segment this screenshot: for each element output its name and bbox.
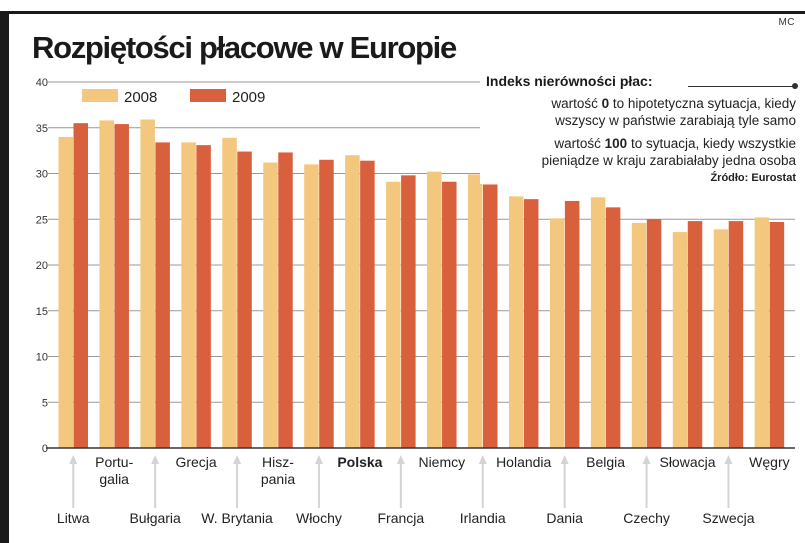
label-guide-arrow	[233, 455, 242, 464]
bar-2009-3	[196, 145, 211, 448]
y-tick-label: 40	[36, 77, 48, 89]
source-credit: Źródło: Eurostat	[710, 172, 796, 184]
x-tick-label: Szwecja	[702, 510, 754, 526]
y-tick-label: 35	[36, 123, 48, 135]
y-tick-label: 0	[42, 443, 48, 455]
bar-2008-4	[222, 137, 237, 448]
x-tick-label: Węgry	[749, 454, 789, 470]
bar-2009-12	[564, 200, 580, 448]
x-tick-label: Słowacja	[659, 454, 715, 470]
legend-swatch-2008	[82, 89, 118, 102]
bar-2009-17	[769, 221, 785, 448]
bar-2008-7	[345, 155, 360, 448]
y-tick-label: 5	[42, 397, 48, 409]
y-tick-label: 30	[36, 169, 48, 181]
x-tick-label: W. Brytania	[201, 510, 273, 526]
bar-2008-6	[304, 164, 319, 448]
bar-2008-10	[468, 174, 483, 449]
y-tick-label: 10	[36, 352, 48, 364]
x-tick-label: Francja	[378, 510, 425, 526]
y-tick-label: 25	[36, 214, 48, 226]
x-tick-label: Irlandia	[460, 510, 506, 526]
x-tick-label: Włochy	[296, 510, 342, 526]
note-line-hundred-a: wartość 100 to sytuacja, kiedy wszystkie	[480, 135, 796, 152]
frame-top-border	[0, 11, 805, 14]
bar-2009-1	[114, 124, 129, 448]
x-tick-label: Dania	[546, 510, 583, 526]
x-tick-label: Belgia	[586, 454, 625, 470]
chart-title: Rozpiętości płacowe w Europie	[32, 30, 457, 65]
x-tick-label: Czechy	[623, 510, 670, 526]
note-title-rule	[688, 86, 794, 87]
bar-2008-11	[508, 196, 524, 448]
bar-2009-11	[523, 199, 539, 448]
bar-2008-14	[631, 222, 647, 448]
x-tick-label: Bułgaria	[129, 510, 181, 526]
bar-2009-4	[237, 151, 252, 449]
y-tick-label: 15	[36, 306, 48, 318]
author-credit: MC	[778, 17, 795, 28]
bar-2008-9	[427, 171, 442, 449]
x-tick-label: Grecja	[175, 454, 216, 470]
label-guide-arrow	[560, 455, 569, 464]
note-line-zero-b: wszyscy w państwie zarabiają tyle samo	[555, 113, 796, 128]
bar-2009-14	[646, 219, 662, 448]
bar-2009-6	[319, 159, 334, 448]
note-block-zero: wartość 0 to hipotetyczna sytuacja, kied…	[480, 95, 796, 129]
bar-2008-3	[181, 142, 196, 448]
bar-2009-5	[278, 152, 293, 448]
bar-2009-2	[155, 142, 170, 448]
note-line-hundred-b: pieniądze w kraju zarabiałaby jedna osob…	[541, 153, 796, 168]
label-guide-arrow	[314, 455, 323, 464]
note-text: to hipotetyczna sytuacja, kiedy	[609, 96, 796, 111]
legend-label-2009: 2009	[232, 89, 265, 106]
bar-2009-16	[728, 221, 744, 448]
bar-2008-12	[549, 218, 565, 448]
bar-2008-1	[99, 120, 114, 449]
note-text: wartość	[554, 136, 605, 151]
bar-2008-13	[590, 197, 606, 448]
label-guide-arrow	[642, 455, 651, 464]
label-guide-arrow	[396, 455, 405, 464]
bar-2008-2	[140, 119, 155, 448]
x-tick-label: Holandia	[496, 454, 551, 470]
x-tick-label: Litwa	[57, 510, 90, 526]
note-title-rule-dot	[792, 83, 798, 89]
bar-2008-0	[58, 136, 73, 448]
bar-2009-9	[442, 181, 457, 449]
bar-2009-0	[73, 123, 88, 449]
note-value-hundred: 100	[604, 136, 628, 151]
bar-2008-16	[713, 229, 729, 448]
bar-2008-17	[754, 217, 770, 448]
label-guide-arrow	[151, 455, 160, 464]
bar-2008-8	[386, 181, 401, 449]
bar-2009-13	[605, 207, 621, 448]
x-tick-label: Niemcy	[418, 454, 465, 470]
bar-2009-7	[360, 160, 375, 448]
index-note: Indeks nierówności płac: wartość 0 to hi…	[480, 73, 796, 184]
legend-label-2008: 2008	[124, 89, 157, 106]
note-title: Indeks nierówności płac:	[486, 73, 653, 89]
label-guide-arrow	[69, 455, 78, 464]
x-tick-label: Hisz-pania	[261, 454, 295, 487]
bar-2008-15	[672, 232, 688, 448]
y-tick-label: 20	[36, 260, 48, 272]
bar-2008-5	[263, 162, 278, 448]
legend-swatch-2009	[190, 89, 226, 102]
bar-2009-8	[401, 175, 416, 448]
note-value-zero: 0	[601, 96, 610, 111]
x-tick-label: Polska	[337, 454, 382, 470]
label-guide-arrow	[724, 455, 733, 464]
bar-2009-15	[687, 221, 703, 448]
bar-2009-10	[483, 184, 498, 449]
note-text: wartość	[551, 96, 602, 111]
note-block-hundred: wartość 100 to sytuacja, kiedy wszystkie…	[480, 135, 796, 169]
frame-left-border	[0, 11, 9, 543]
note-line-zero-a: wartość 0 to hipotetyczna sytuacja, kied…	[480, 95, 796, 112]
note-text: to sytuacja, kiedy wszystkie	[627, 136, 796, 151]
x-tick-label: Portu-galia	[95, 454, 133, 487]
label-guide-arrow	[478, 455, 487, 464]
